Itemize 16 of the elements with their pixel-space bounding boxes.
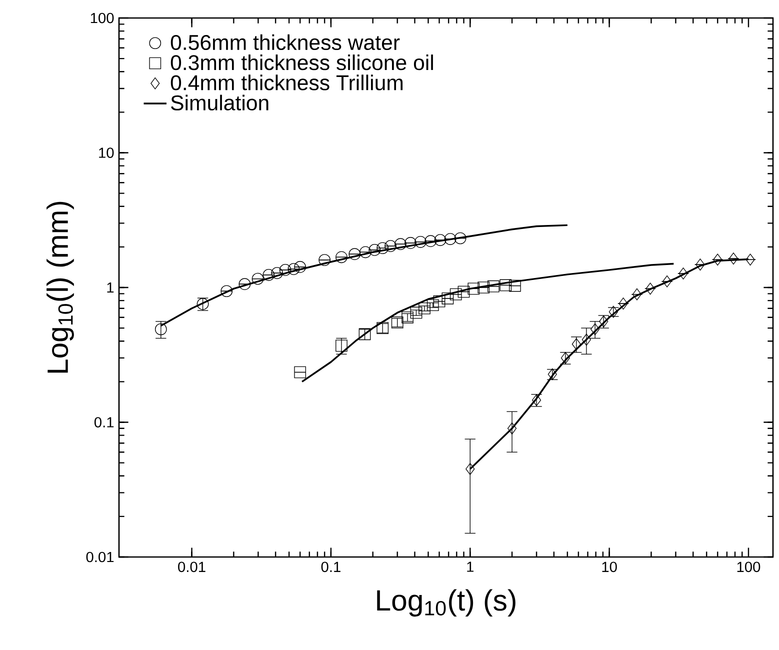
legend-label: 0.56mm thickness water <box>170 34 400 50</box>
x-tick-label: 100 <box>737 562 760 572</box>
x-tick-label: 1 <box>467 562 474 572</box>
x-tick-label: 0.01 <box>178 562 206 572</box>
x-tick-label: 10 <box>602 562 617 572</box>
y-axis-title: Log$_{10}$(l) (mm) <box>46 202 74 373</box>
y-tick-label: 100 <box>90 12 114 24</box>
y-tick-label: 10 <box>99 148 114 158</box>
legend-label: 0.3mm thickness silicone oil <box>170 54 433 70</box>
y-tick-label: 0.1 <box>94 417 114 428</box>
legend-label: 0.4mm thickness Trillium <box>170 74 403 90</box>
legend-label: Simulation <box>171 94 268 110</box>
y-tick-label: 0.01 <box>86 552 114 562</box>
y-tick-label: 1 <box>107 282 114 293</box>
x-tick-label: 0.1 <box>321 562 340 572</box>
x-axis-title: Log$_{10}$(t) (s) <box>377 589 516 617</box>
